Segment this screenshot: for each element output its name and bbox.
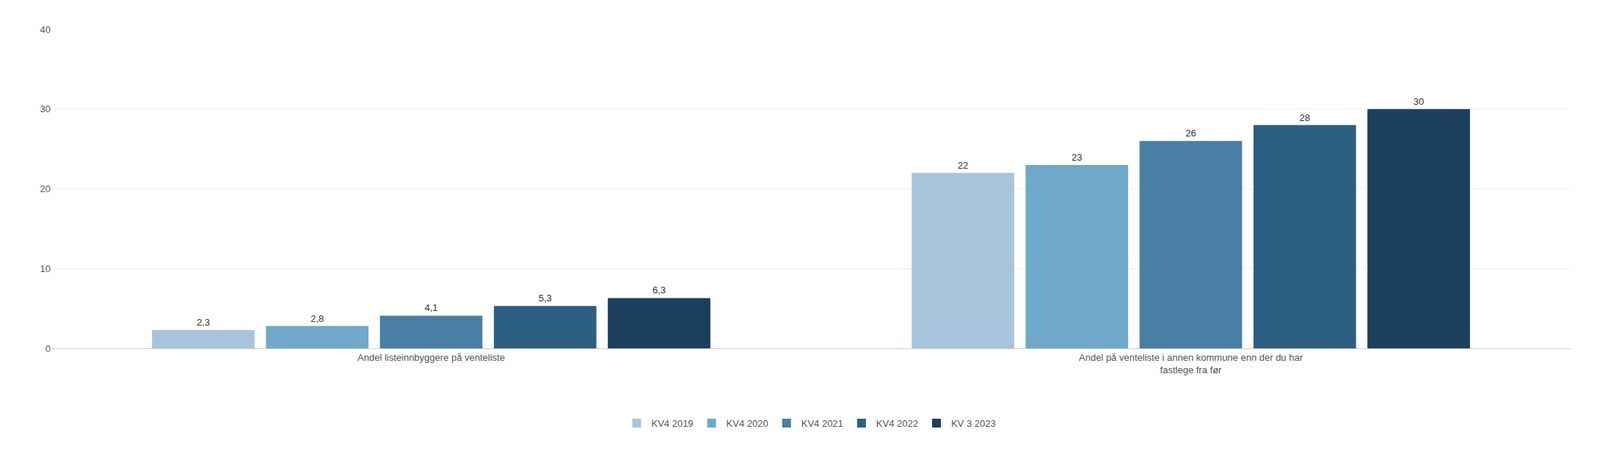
svg-text:Andel på venteliste i annen ko: Andel på venteliste i annen kommune enn …	[1078, 352, 1304, 376]
svg-text:10: 10	[40, 263, 51, 275]
svg-text:40: 40	[40, 24, 51, 36]
svg-text:26: 26	[1185, 127, 1196, 139]
svg-text:0: 0	[45, 343, 51, 355]
svg-text:28: 28	[1299, 112, 1311, 124]
svg-text:30: 30	[40, 103, 51, 115]
svg-text:KV4 2020: KV4 2020	[726, 418, 769, 430]
svg-text:30: 30	[1413, 96, 1424, 108]
svg-text:4,1: 4,1	[424, 302, 438, 314]
svg-text:22: 22	[957, 160, 969, 172]
svg-text:5,3: 5,3	[538, 292, 552, 304]
svg-text:KV4 2021: KV4 2021	[801, 418, 844, 430]
svg-text:23: 23	[1071, 151, 1082, 163]
svg-text:6,3: 6,3	[652, 284, 666, 296]
svg-text:Andel listeinnbyggere på vente: Andel listeinnbyggere på venteliste	[357, 352, 505, 364]
svg-text:20: 20	[40, 183, 51, 195]
svg-text:2,8: 2,8	[310, 313, 324, 325]
svg-text:KV4 2022: KV4 2022	[876, 418, 919, 430]
svg-text:KV4 2019: KV4 2019	[651, 418, 694, 430]
svg-text:KV 3 2023: KV 3 2023	[951, 418, 996, 430]
svg-text:2,3: 2,3	[196, 317, 210, 329]
